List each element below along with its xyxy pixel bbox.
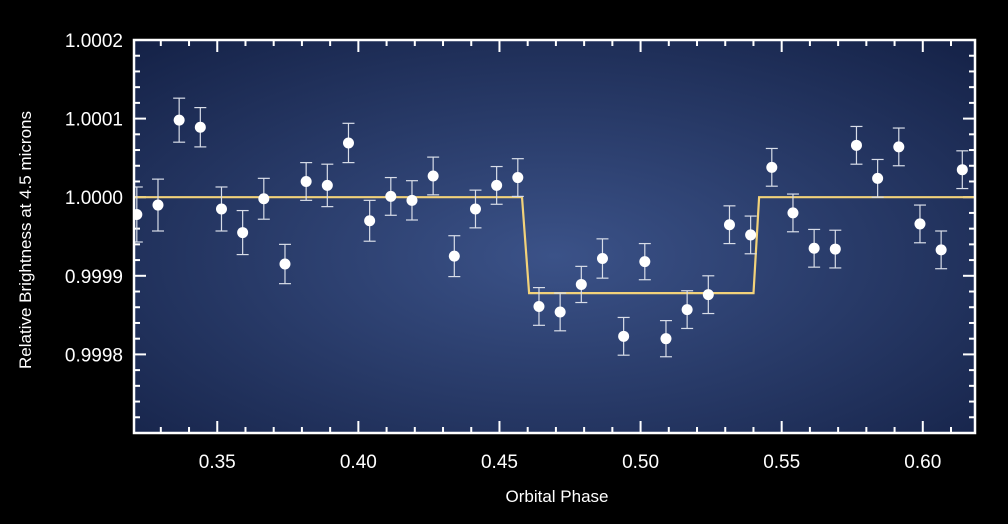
transit-model-line [134,196,975,295]
plot-background [134,40,975,433]
data-point [321,179,333,191]
y-tick-label: 1.0001 [65,110,123,131]
data-point [215,203,227,215]
data-point [491,179,503,191]
data-points-layer [134,97,969,358]
data-point [300,175,312,187]
data-point [385,190,397,202]
x-tick-label: 0.60 [904,452,941,473]
data-point [914,218,926,230]
data-point [575,278,587,290]
y-axis-label: Relative Brightness at 4.5 microns [16,111,35,369]
data-point [237,227,249,239]
data-point [660,333,672,345]
x-tick-label: 0.55 [763,452,800,473]
data-point [448,250,460,262]
plot-frame [132,38,977,435]
x-axis-label: Orbital Phase [506,487,609,506]
data-point [364,215,376,227]
data-point [194,121,206,133]
data-point [893,141,905,153]
tick-labels: 0.9998 0.9999 1.0000 1.0001 1.0002 0.35 0.40 0.… [65,31,941,473]
data-point [787,207,799,219]
x-tick-label: 0.35 [199,452,236,473]
data-point [134,208,143,220]
data-point [808,242,820,254]
data-point [469,203,481,215]
data-point [554,306,566,318]
data-point [681,304,693,316]
data-point [152,199,164,211]
model-line-layer [134,196,975,295]
data-point [702,289,714,301]
data-point [533,300,545,312]
data-point [596,253,608,265]
x-tick-label: 0.40 [340,452,377,473]
data-point [279,258,291,270]
data-point [723,219,735,231]
data-point [872,172,884,184]
data-point [342,137,354,149]
y-tick-label: 1.0002 [65,31,123,52]
data-point [850,139,862,151]
data-point [639,256,651,268]
data-point [406,194,418,206]
data-point [745,229,757,241]
y-tick-label: 0.9999 [65,267,123,288]
data-point [766,161,778,173]
data-point [956,164,968,176]
data-point [512,172,524,184]
data-point [427,170,439,182]
x-tick-label: 0.50 [622,452,659,473]
x-tick-label: 0.45 [481,452,518,473]
data-point [935,244,947,256]
y-tick-label: 0.9998 [65,345,123,366]
y-tick-label: 1.0000 [65,188,123,209]
data-point [829,243,841,255]
data-point [258,193,270,205]
data-point [173,114,185,126]
data-point [618,330,630,342]
